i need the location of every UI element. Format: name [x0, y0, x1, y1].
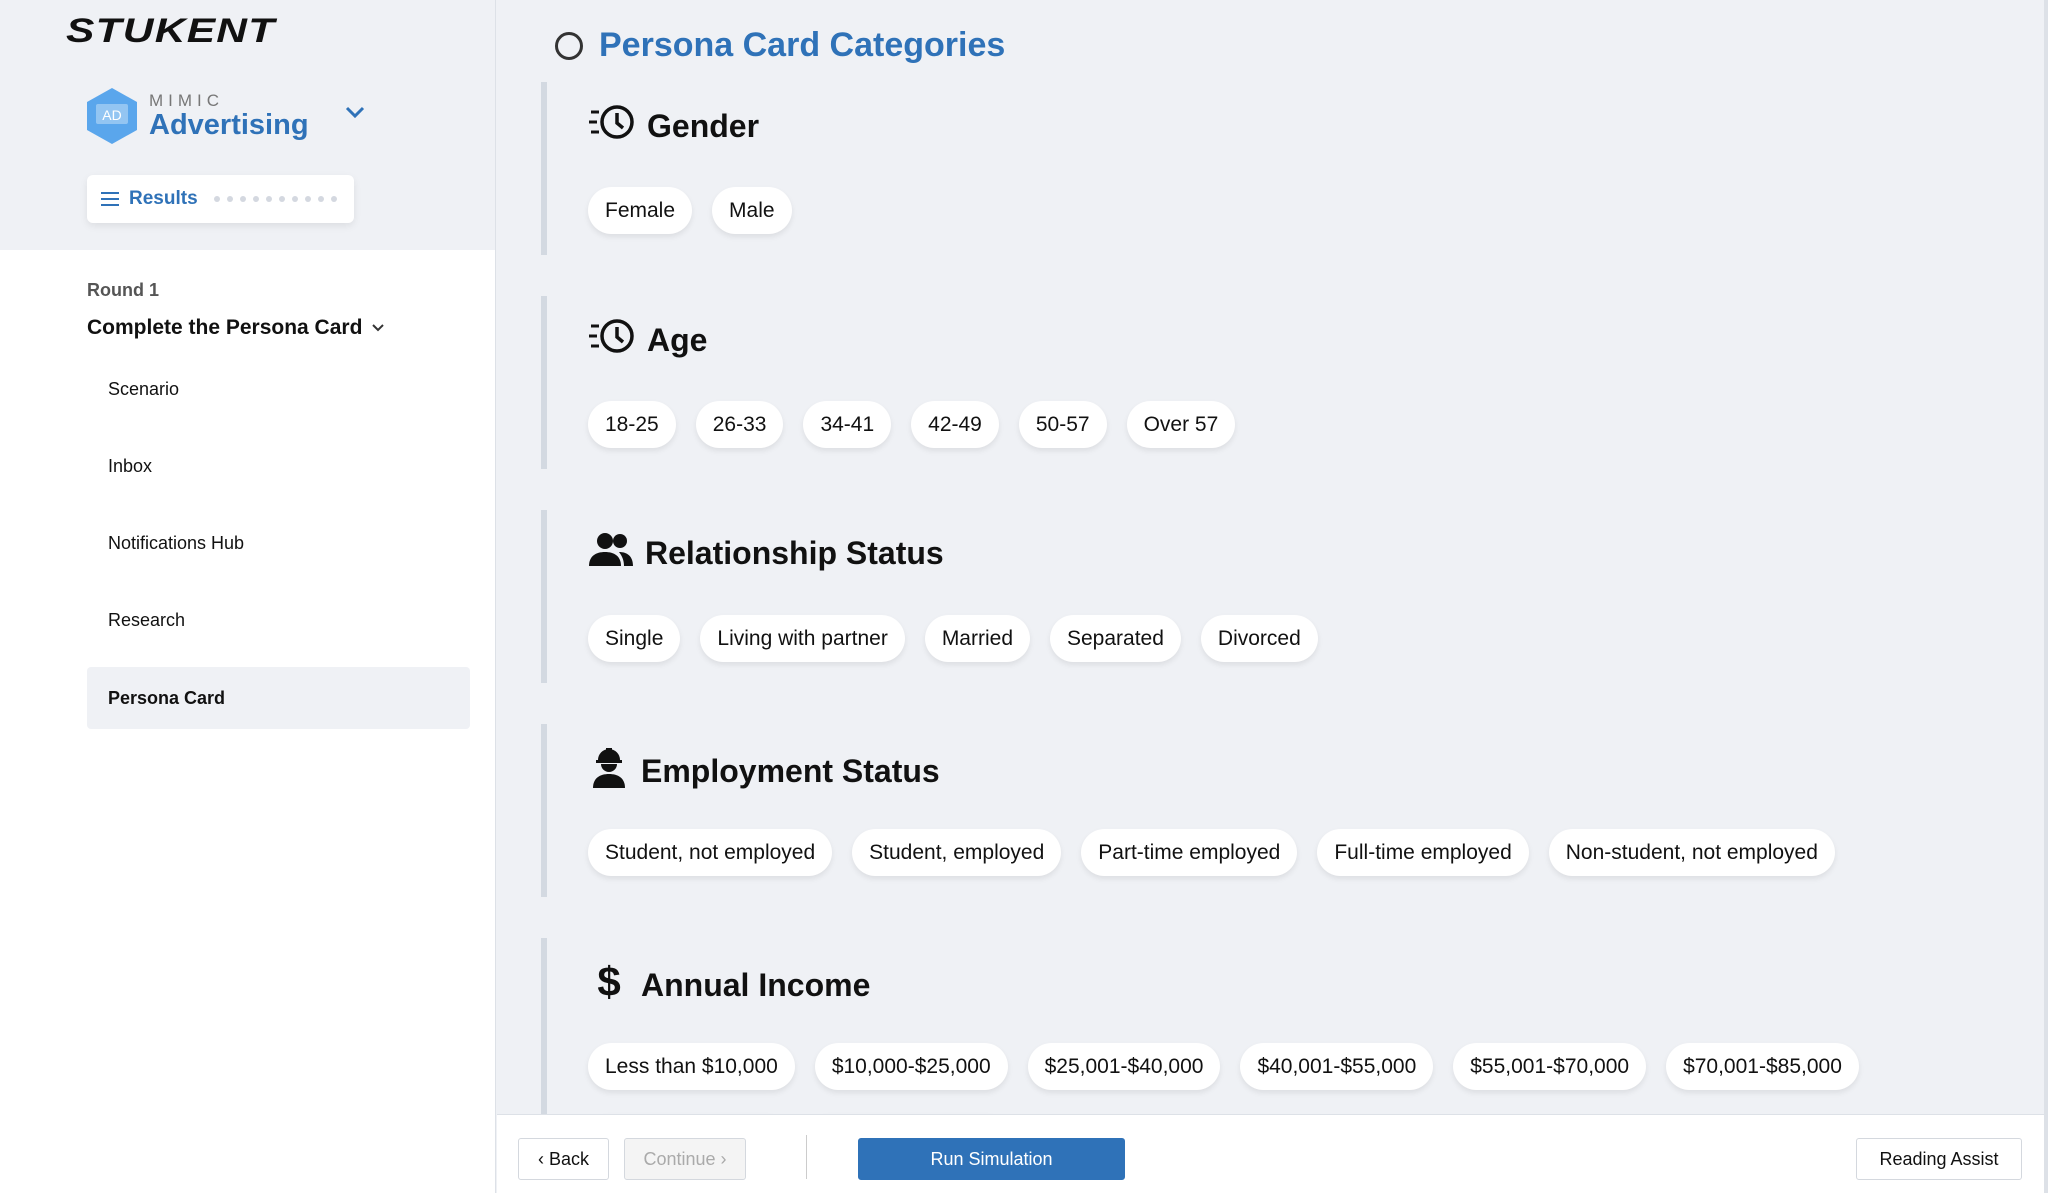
option-chip[interactable]: 26-33 — [695, 401, 784, 448]
section-title: Age — [647, 321, 708, 358]
results-button[interactable]: Results — [87, 175, 354, 223]
option-chip[interactable]: Non-student, not employed — [1548, 829, 1835, 876]
continue-button[interactable]: Continue › — [624, 1138, 746, 1180]
option-chip[interactable]: 50-57 — [1018, 401, 1107, 448]
option-chip[interactable]: Divorced — [1200, 615, 1318, 662]
svg-text:AD: AD — [102, 107, 121, 123]
nav-item-notifications-hub[interactable]: Notifications Hub — [108, 532, 245, 553]
option-chip[interactable]: $25,001-$40,000 — [1027, 1043, 1221, 1090]
people-icon — [589, 532, 645, 574]
option-chip[interactable]: Part-time employed — [1081, 829, 1298, 876]
option-chip[interactable]: Over 57 — [1126, 401, 1236, 448]
category-section: Age 18-25 26-33 34-41 42-49 50-57 Over 57 — [541, 296, 2021, 469]
option-chips: 18-25 26-33 34-41 42-49 50-57 Over 57 — [588, 401, 1236, 448]
nav-item-scenario[interactable]: Scenario — [108, 378, 180, 399]
product-name: Advertising — [149, 108, 309, 141]
category-section: Relationship Status Single Living with par… — [541, 510, 2021, 683]
option-chip[interactable]: $55,001-$70,000 — [1453, 1043, 1647, 1090]
round-title: Complete the Persona Card — [87, 316, 363, 339]
round-label: Round 1 — [87, 280, 159, 300]
option-chip[interactable]: $40,001-$55,000 — [1240, 1043, 1434, 1090]
option-chip[interactable]: Single — [588, 615, 681, 662]
reading-assist-button[interactable]: Reading Assist — [1856, 1138, 2022, 1180]
sidebar: STUKENT AD MIMIC Advertising Results Rou… — [0, 0, 496, 1193]
sidebar-header: STUKENT AD MIMIC Advertising Results — [0, 0, 495, 250]
worker-icon — [589, 746, 641, 796]
option-chip[interactable]: Less than $10,000 — [588, 1043, 795, 1090]
option-chip[interactable]: Female — [588, 187, 693, 234]
option-chip[interactable]: 34-41 — [803, 401, 892, 448]
option-chips: Single Living with partner Married Separate… — [588, 615, 1318, 662]
nav-item-inbox[interactable]: Inbox — [108, 455, 153, 476]
section-title: Employment Status — [641, 752, 940, 789]
option-chip[interactable]: Full-time employed — [1317, 829, 1529, 876]
section-title: Gender — [647, 107, 760, 144]
clock-speed-icon — [589, 104, 647, 148]
option-chip[interactable]: Married — [924, 615, 1030, 662]
category-section: Employment Status Student, not employed St… — [541, 724, 2021, 897]
option-chips: Less than $10,000 $10,000-$25,000 $25,001-… — [588, 1043, 1859, 1090]
option-chip[interactable]: Male — [712, 187, 792, 234]
footer-bar: ‹ Back Continue › Run Simulation Reading… — [497, 1114, 2044, 1193]
status-circle-icon — [555, 31, 583, 60]
option-chip[interactable]: Student, employed — [852, 829, 1062, 876]
section-heading-gender: Gender — [589, 104, 759, 148]
progress-dots — [213, 196, 337, 202]
option-chip[interactable]: $10,000-$25,000 — [814, 1043, 1008, 1090]
chevron-down-icon[interactable] — [345, 106, 365, 118]
option-chip[interactable]: $70,001-$85,000 — [1666, 1043, 1859, 1090]
product-family: MIMIC — [149, 90, 225, 110]
menu-icon — [101, 192, 119, 206]
option-chips: Female Male — [588, 187, 792, 234]
svg-text:$: $ — [597, 960, 620, 1002]
results-label: Results — [129, 188, 198, 209]
clock-speed-icon — [589, 318, 647, 362]
scrollbar[interactable] — [2044, 0, 2048, 1193]
option-chip[interactable]: 42-49 — [911, 401, 999, 448]
section-title: Relationship Status — [645, 534, 944, 571]
section-heading-relationship-status: Relationship Status — [589, 532, 944, 574]
advertising-icon: AD — [87, 88, 137, 144]
section-title: Annual Income — [641, 966, 871, 1003]
stukent-logo: STUKENT — [66, 12, 276, 50]
chevron-down-icon — [372, 324, 385, 332]
main-content: Persona Card Categories Gender Female Male… — [497, 0, 2044, 1114]
section-heading-annual-income: $ Annual Income — [589, 958, 871, 1010]
option-chip[interactable]: 18-25 — [588, 401, 676, 448]
divider — [806, 1135, 807, 1179]
category-section: $ Annual Income Less than $10,000 $10,000-$… — [541, 938, 2021, 1114]
section-heading-age: Age — [589, 318, 707, 362]
round-task-toggle[interactable]: Complete the Persona Card — [87, 316, 385, 340]
product-switcher[interactable]: AD MIMIC Advertising — [87, 88, 365, 144]
category-section: Gender Female Male — [541, 82, 2021, 255]
option-chips: Student, not employed Student, employed Pa… — [588, 829, 1835, 876]
option-chip[interactable]: Separated — [1050, 615, 1181, 662]
page-header: Persona Card Categories — [555, 26, 1005, 65]
option-chip[interactable]: Living with partner — [700, 615, 905, 662]
run-simulation-button[interactable]: Run Simulation — [858, 1138, 1125, 1180]
page-title: Persona Card Categories — [599, 26, 1006, 64]
nav-item-research[interactable]: Research — [108, 609, 186, 630]
section-heading-employment-status: Employment Status — [589, 746, 940, 796]
back-button[interactable]: ‹ Back — [518, 1138, 609, 1180]
dollar-icon: $ — [589, 958, 641, 1010]
option-chip[interactable]: Student, not employed — [588, 829, 833, 876]
nav-item-persona-card[interactable]: Persona Card — [87, 667, 470, 729]
